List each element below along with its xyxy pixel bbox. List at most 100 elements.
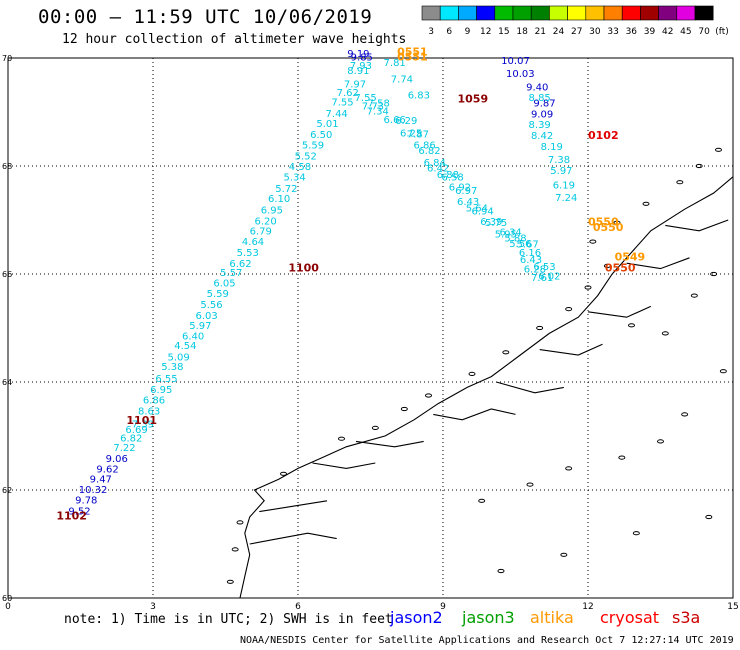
wave-height-value: 6.16: [519, 248, 541, 259]
color-scale-tick: 42: [662, 27, 673, 37]
island-outline: [705, 514, 713, 520]
island-outline: [226, 579, 234, 584]
wave-height-value: 4.54: [174, 341, 196, 352]
wave-height-value: 6.25: [400, 128, 422, 139]
wave-height-value: 9.78: [75, 496, 97, 507]
wave-height-value: 7.74: [391, 74, 413, 85]
island-outline: [603, 263, 611, 268]
color-scale-tick: 36: [626, 27, 638, 37]
coastline: [259, 500, 328, 513]
island-outline: [715, 147, 722, 152]
wave-height-value: 7.62: [337, 88, 359, 99]
legend-cryosat: cryosat: [600, 608, 660, 627]
wave-height-value: 9.06: [106, 454, 128, 465]
island-outline: [560, 552, 568, 557]
wave-height-value: 7.58: [368, 99, 390, 110]
wave-height-value: 6.95: [150, 385, 172, 396]
color-scale-tick: 6: [446, 27, 452, 37]
wave-height-value: 6.43: [457, 197, 479, 208]
island-outline: [632, 531, 640, 536]
island-outline: [425, 393, 432, 398]
figure-title: 00:00 – 11:59 UTC 10/06/2019: [38, 6, 373, 28]
island-outline: [661, 331, 669, 336]
wave-height-value: 7.73: [362, 101, 384, 112]
coastline: [665, 219, 729, 232]
island-outline: [280, 471, 287, 476]
wave-height-value: 7.97: [344, 80, 366, 91]
lat-axis-label: 70: [2, 54, 12, 63]
island-outline: [589, 239, 597, 244]
wave-height-value: 9.40: [526, 82, 548, 93]
wave-height-value: 9.87: [533, 99, 555, 110]
lat-axis-label: 68: [2, 162, 12, 171]
island-outline: [695, 163, 703, 169]
wave-height-value: 7.87: [407, 129, 429, 140]
coastline: [496, 381, 564, 394]
wave-height-value: 6.58: [442, 173, 464, 184]
island-outline: [681, 412, 689, 417]
lon-axis-label: 0: [5, 602, 11, 612]
wave-height-value: 8.42: [531, 131, 553, 142]
legend-altika: altika: [530, 608, 574, 627]
units-note: note: 1) Time is in UTC; 2) SWH is in fe…: [64, 612, 393, 627]
pass-time-label: 0551: [397, 51, 428, 64]
coastline: [355, 440, 424, 448]
island-outline: [338, 436, 345, 441]
wave-height-value: 8.85: [529, 93, 551, 104]
wave-height-value: 6.79: [250, 227, 272, 238]
coastline: [249, 532, 337, 545]
coastline: [433, 408, 516, 421]
wave-height-value: 5.59: [302, 141, 324, 152]
lon-axis-label: 6: [295, 602, 301, 612]
island-outline: [236, 520, 244, 525]
wave-height-value: 9.47: [90, 474, 112, 485]
lon-axis-label: 15: [727, 602, 738, 612]
wave-height-value: 9.19: [347, 49, 369, 60]
color-swatch: [694, 5, 714, 21]
coastline: [312, 462, 376, 469]
wave-height-value: 7.34: [367, 107, 389, 118]
wave-height-value: 8.19: [541, 142, 563, 153]
wave-height-value: 5.01: [316, 119, 338, 130]
color-scale-tick: 18: [516, 27, 528, 37]
color-scale-unit: (ft): [715, 27, 729, 37]
wave-height-value: 6.02: [538, 271, 560, 282]
pass-time-label: 1101: [126, 414, 157, 427]
wave-height-value: 6.69: [125, 425, 147, 436]
wave-height-value: 6.95: [261, 206, 283, 217]
wave-height-value: 7.61: [531, 273, 553, 284]
wave-height-value: 9.85: [351, 53, 373, 64]
wave-height-value: 9.52: [68, 506, 90, 517]
pass-time-label: 1100: [288, 261, 319, 274]
credit-line: NOAA/NESDIS Center for Satellite Applica…: [240, 635, 734, 646]
wave-height-value: 8.39: [529, 120, 551, 131]
wave-height-value: 6.28: [524, 264, 546, 275]
lat-axis-label: 62: [2, 486, 12, 495]
color-scale-tick: 15: [498, 27, 509, 37]
wave-height-value: 4.64: [242, 237, 264, 248]
wave-height-value: 5.38: [161, 362, 183, 373]
island-outline: [371, 425, 379, 430]
legend-jason3: jason3: [462, 608, 515, 627]
island-outline: [231, 547, 239, 552]
wave-height-value: 5.57: [220, 268, 242, 279]
lat-axis-label: 64: [2, 378, 12, 387]
pass-time-label: 1102: [56, 510, 87, 523]
color-scale-tick: 30: [589, 27, 601, 37]
island-outline: [478, 498, 486, 503]
wave-height-value: 6.82: [418, 146, 440, 157]
pass-time-label: 0550: [588, 215, 619, 228]
wave-height-value: 6.86: [414, 141, 436, 152]
island-outline: [690, 293, 698, 298]
wave-height-value: 5.59: [207, 289, 229, 300]
wave-height-value: 4.58: [289, 162, 311, 173]
wave-height-value: 6.97: [455, 186, 477, 197]
island-outline: [502, 350, 510, 355]
wave-height-value: 7.55: [355, 93, 377, 104]
wave-height-value: 7.39: [132, 419, 154, 430]
wave-height-value: 7.44: [326, 109, 348, 120]
color-scale-bar: 3 6 9 12 15 18 21 24 27 30 33 36 39 42 45 70 (ft): [421, 5, 729, 37]
wave-height-value: 6.19: [553, 181, 575, 192]
